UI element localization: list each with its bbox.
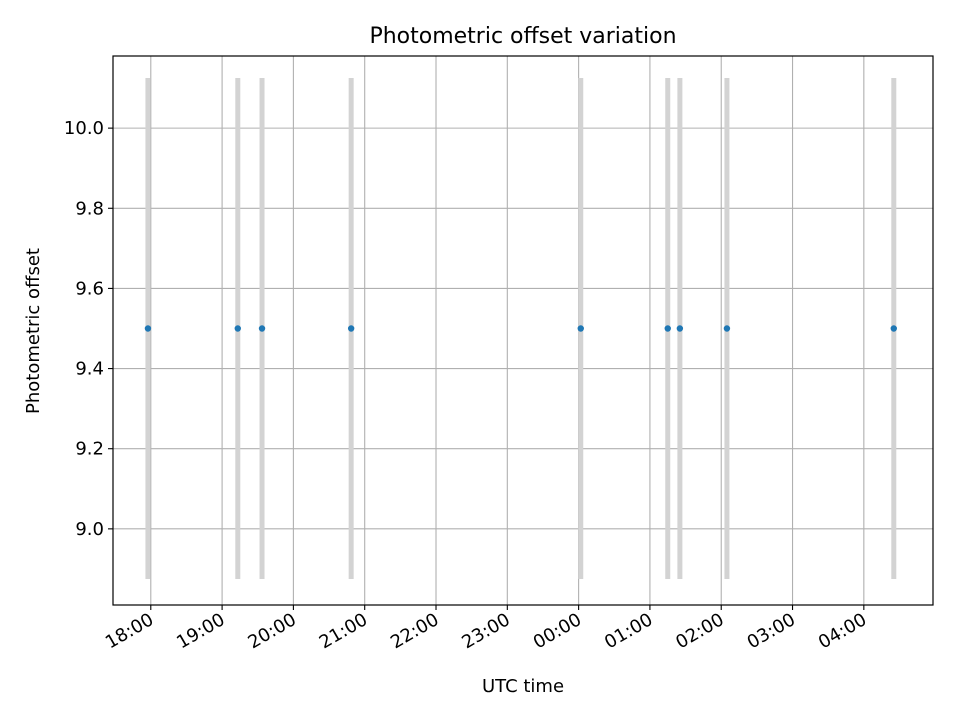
y-tick-label: 9.6 [75,278,104,299]
data-points [144,325,897,332]
data-point [144,325,152,332]
data-point [258,325,266,332]
data-point [890,325,897,332]
data-point [347,325,355,332]
y-axis: 9.0 9.2 9.4 9.6 9.8 10.0 [64,118,113,540]
y-tick-label: 9.8 [75,198,104,219]
y-axis-label: Photometric offset [23,248,44,414]
y-tick-label: 9.4 [75,359,104,380]
data-point [234,325,241,332]
data-point [723,325,731,332]
y-tick-label: 10.0 [64,118,104,139]
data-point [676,325,684,332]
chart-title: Photometric offset variation [369,24,676,49]
x-axis-label: UTC time [482,676,564,697]
grid [113,56,933,605]
data-point [664,325,671,332]
y-tick-label: 9.2 [75,439,104,460]
data-point [577,325,584,332]
y-tick-label: 9.0 [75,519,104,540]
plot-frame [112,55,934,606]
